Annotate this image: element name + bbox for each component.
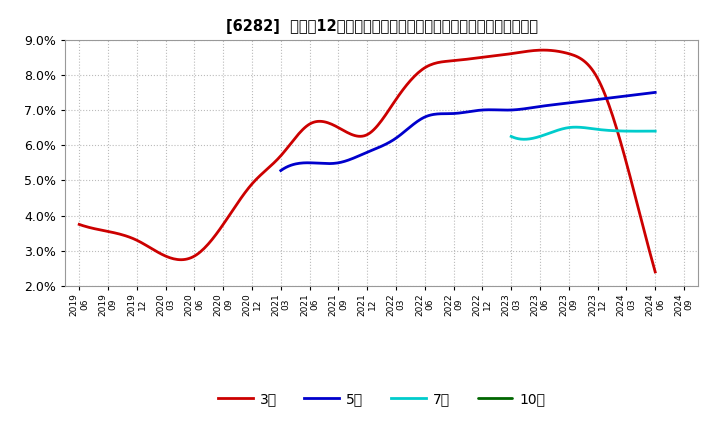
5年	[498, 107, 507, 113]
5年	[651, 90, 660, 95]
3年	[562, 51, 571, 56]
Line: 3年: 3年	[79, 50, 655, 272]
3年	[75, 222, 84, 227]
Title: [6282]  売上高12か月移動合計の対前年同期増減率の標準偏差の推移: [6282] 売上高12か月移動合計の対前年同期増減率の標準偏差の推移	[225, 19, 538, 34]
7年	[629, 128, 638, 134]
Line: 7年: 7年	[511, 127, 655, 139]
5年	[592, 97, 600, 102]
Legend: 3年, 5年, 7年, 10年: 3年, 5年, 7年, 10年	[212, 387, 551, 412]
5年	[278, 167, 287, 172]
7年	[593, 127, 602, 132]
7年	[572, 125, 580, 130]
3年	[416, 69, 425, 74]
7年	[520, 137, 528, 142]
3年	[418, 67, 426, 72]
7年	[639, 128, 647, 134]
7年	[508, 134, 516, 139]
3年	[77, 223, 86, 228]
7年	[507, 134, 516, 139]
5年	[276, 168, 285, 173]
3年	[599, 88, 608, 93]
Line: 5年: 5年	[281, 92, 655, 171]
7年	[593, 127, 602, 132]
3年	[428, 62, 436, 67]
3年	[651, 269, 660, 275]
7年	[651, 128, 660, 134]
5年	[500, 107, 508, 113]
3年	[539, 48, 548, 53]
5年	[616, 94, 624, 99]
5年	[505, 107, 514, 113]
7年	[596, 127, 605, 132]
